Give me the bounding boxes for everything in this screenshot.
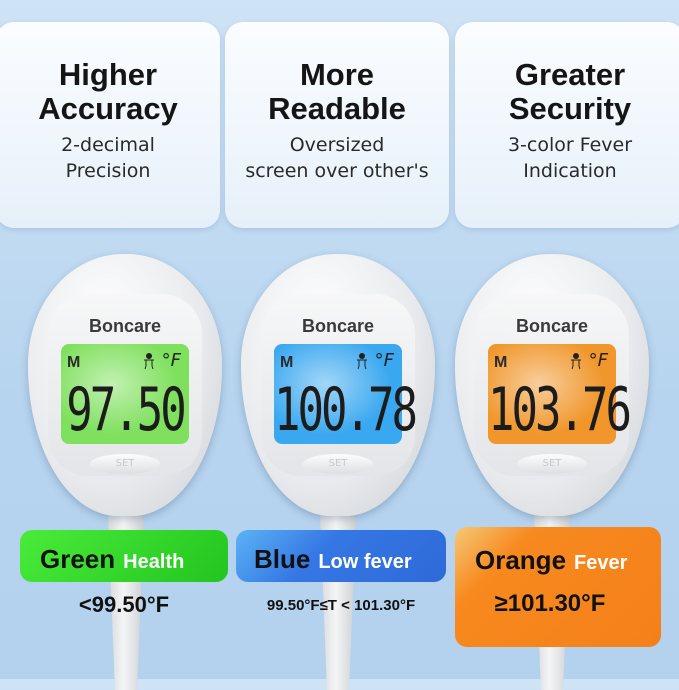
set-button[interactable]: SET (303, 454, 373, 474)
baby-icon (571, 353, 581, 370)
thermometer-face: Boncare M °F 103.76 SET (475, 294, 632, 476)
baby-icon (144, 353, 154, 370)
legend-color-name: Blue (254, 544, 311, 574)
unit-label: °F (374, 350, 394, 371)
legend-range: <99.50°F (78, 592, 170, 617)
feature-title: Higher Accuracy (38, 57, 178, 126)
legend-color-name: Green (40, 544, 116, 574)
legend-blue: Blue Low fever (236, 530, 446, 582)
feature-card-accuracy: Higher Accuracy 2-decimal Precision (0, 22, 220, 228)
legend-range: ≥101.30°F (494, 590, 606, 617)
set-button[interactable]: SET (517, 454, 587, 474)
feature-title: Greater Security (508, 57, 632, 126)
lcd-screen: M °F 97.50 (61, 344, 189, 445)
lcd-screen: M °F 103.76 (488, 344, 632, 445)
legend-color-name: Orange (475, 545, 567, 575)
feature-line: Indication (523, 160, 617, 182)
feature-line: Precision (65, 160, 151, 182)
legend-status: Low fever (318, 551, 412, 573)
thermometer: Boncare M °F 100.78 SET (241, 254, 435, 516)
feature-line: 3-color Fever (507, 134, 633, 156)
legend-orange: Orange Fever (455, 527, 661, 647)
legend-green: Green Health (20, 530, 228, 582)
legend-status: Fever (574, 552, 628, 574)
temperature-reading: 97.50 (66, 376, 186, 445)
unit-label: °F (588, 350, 608, 371)
memory-indicator: M (280, 354, 294, 371)
set-button[interactable]: SET (90, 454, 160, 474)
thermometer-face: Boncare M °F 100.78 SET (261, 294, 418, 476)
feature-card-readable: More Readable Oversized screen over othe… (225, 22, 449, 228)
brand-logo: Boncare (88, 316, 162, 336)
feature-line: Oversized (289, 134, 385, 156)
memory-indicator: M (67, 354, 81, 371)
feature-line: screen over other's (245, 160, 429, 182)
feature-title: More Readable (268, 57, 406, 126)
feature-card-security: Greater Security 3-color Fever Indicatio… (455, 22, 679, 228)
temperature-reading: 103.76 (488, 376, 632, 445)
thermometer: Boncare M °F 97.50 SET (28, 254, 222, 516)
thermometer-face: Boncare M °F 97.50 SET (48, 294, 202, 476)
memory-indicator: M (494, 354, 508, 371)
temperature-reading: 100.78 (274, 376, 418, 445)
lcd-screen: M °F 100.78 (274, 344, 418, 445)
feature-line: 2-decimal (61, 134, 155, 156)
brand-logo: Boncare (301, 316, 375, 336)
thermometer: Boncare M °F 103.76 SET (455, 254, 649, 516)
baby-icon (357, 353, 367, 370)
legend-range: 99.50°F≤T < 101.30°F (266, 597, 416, 614)
brand-logo: Boncare (515, 316, 589, 336)
legend-status: Health (123, 551, 185, 573)
unit-label: °F (161, 350, 181, 371)
